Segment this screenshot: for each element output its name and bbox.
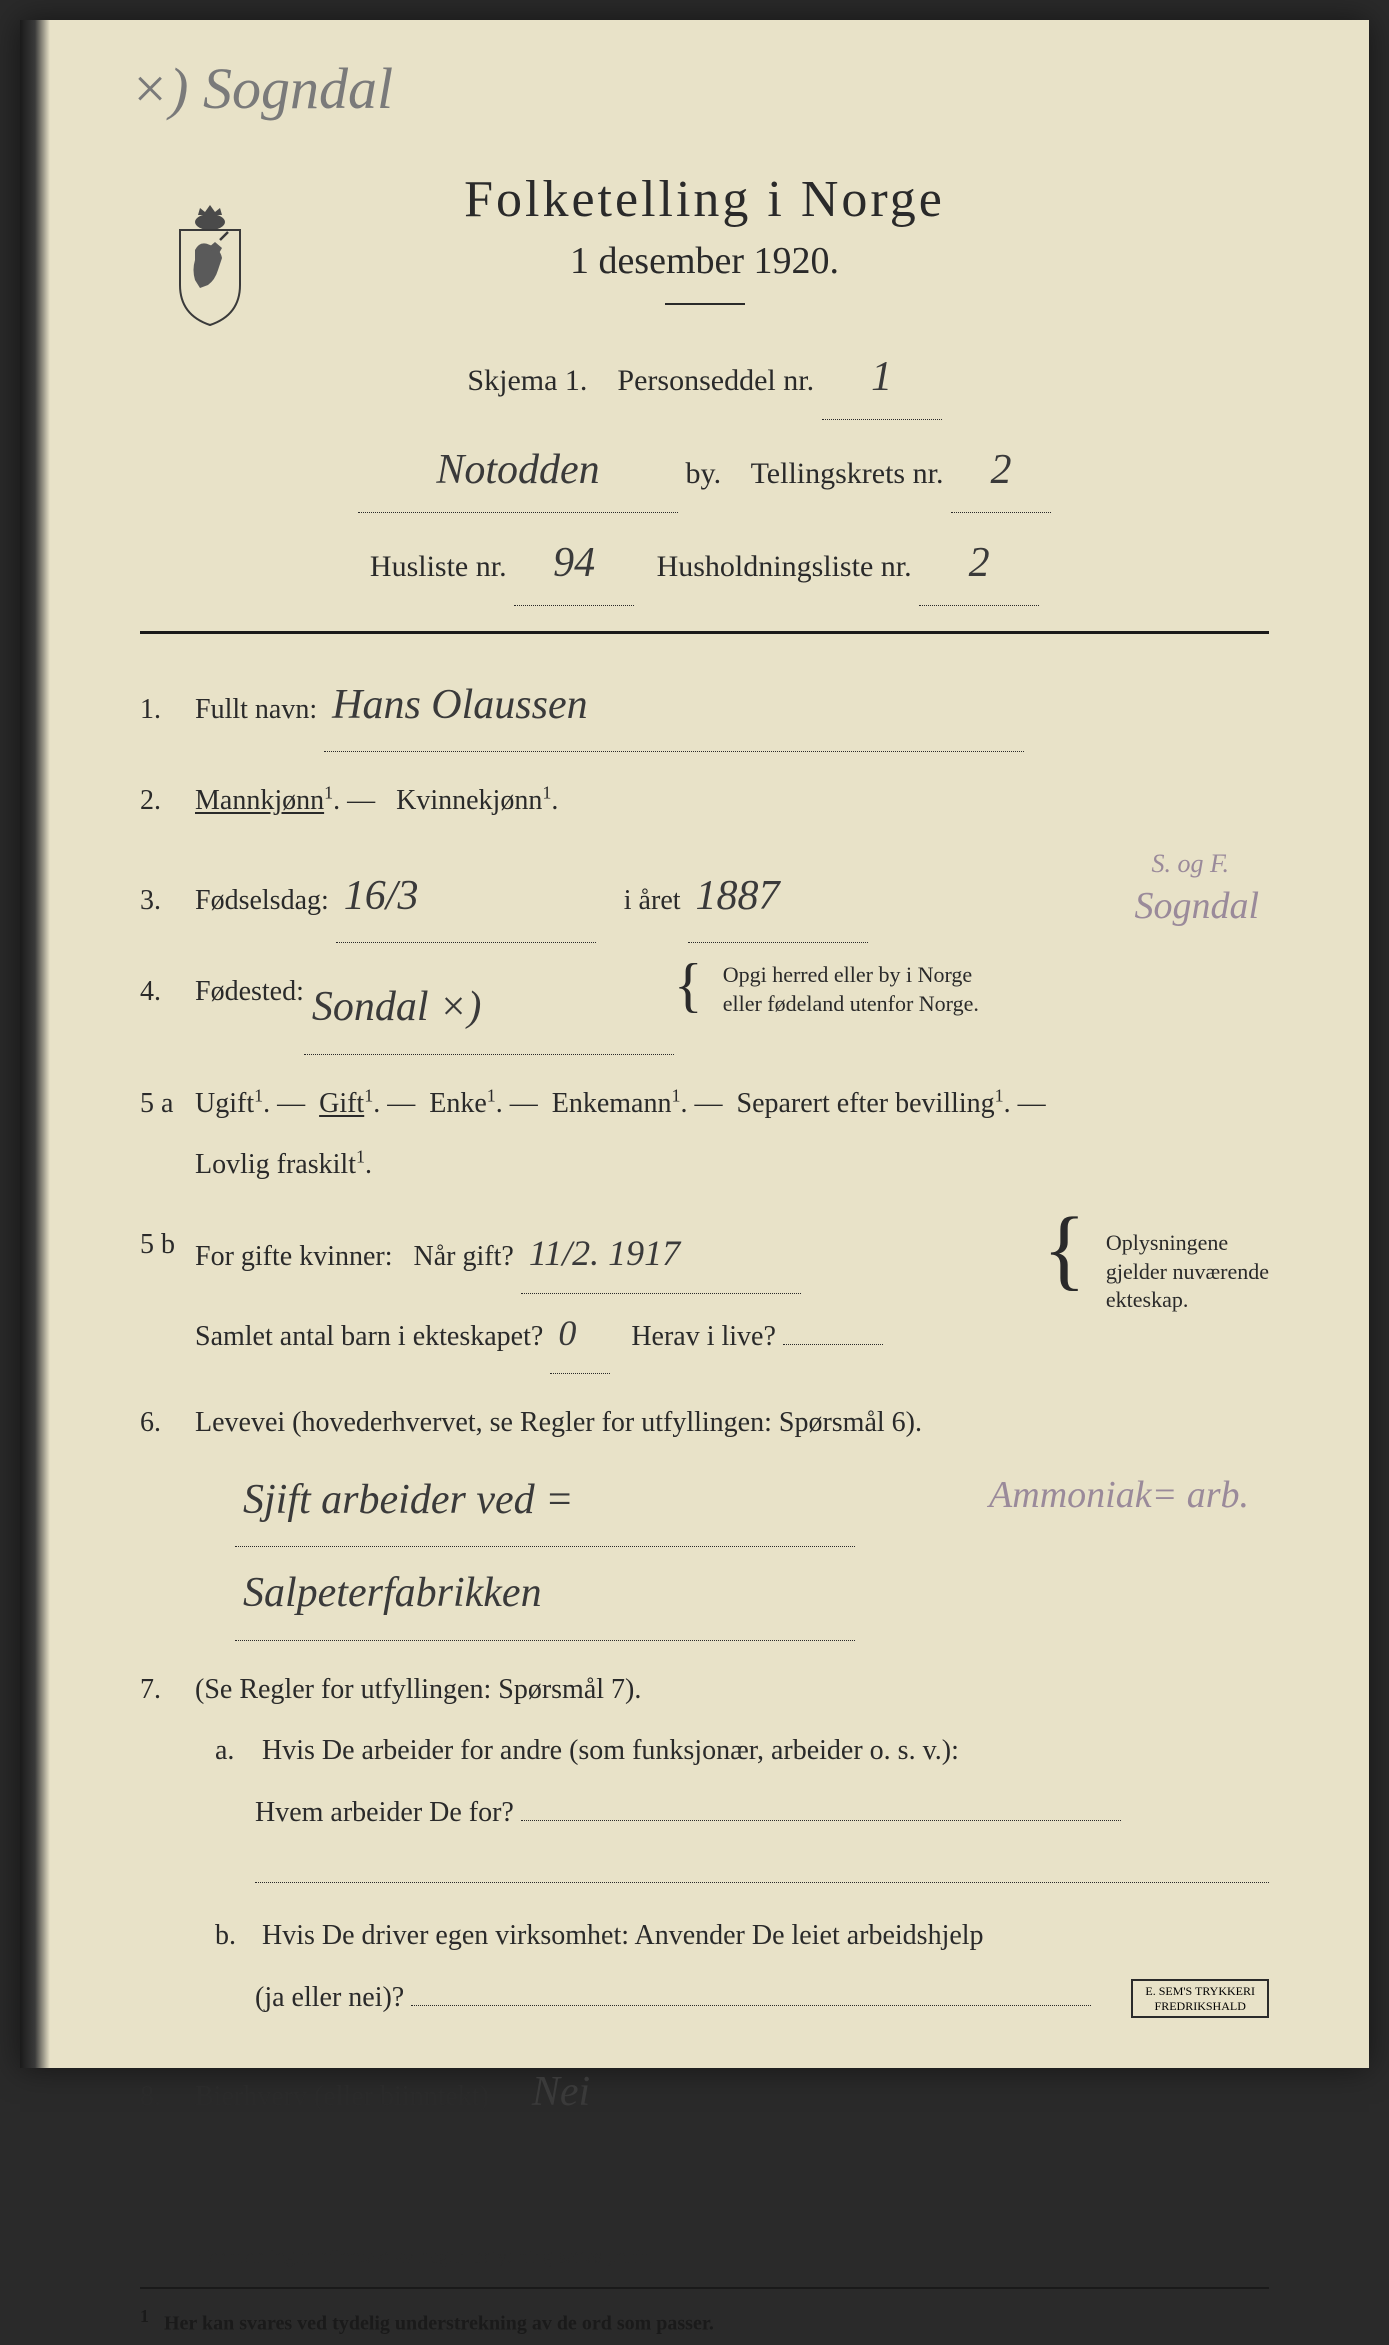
q4-label: Fødested: xyxy=(195,961,304,1023)
by-label: by. xyxy=(686,457,722,490)
document-header: Folketelling i Norge 1 desember 1920. xyxy=(140,170,1269,305)
q6-pencil-annotation: Ammoniak= arb. xyxy=(989,1454,1249,1538)
coat-of-arms-icon xyxy=(160,200,260,330)
q7b-number: b. xyxy=(215,1905,255,1967)
q5b-side-note: Oplysningene gjelder nuværende ekteskap. xyxy=(1106,1229,1269,1315)
q3-day: 16/3 xyxy=(344,873,419,919)
q4-number: 4. xyxy=(140,961,195,1023)
q5b-label2: Når gift? xyxy=(414,1241,514,1272)
q7b-line1: Hvis De driver egen virksomhet: Anvender… xyxy=(262,1920,984,1951)
q8-value: Nei xyxy=(532,2069,590,2115)
q5a-fraskilt: Lovlig fraskilt xyxy=(195,1149,356,1180)
q4-side-note: Opgi herred eller by i Norge eller fødel… xyxy=(723,961,979,1018)
question-5a: 5 a Ugift1. — Gift1. — Enke1. — Enkemann… xyxy=(140,1073,1269,1196)
q6-value-line2: Salpeterfabrikken xyxy=(243,1570,542,1616)
q7a-line1: Hvis De arbeider for andre (som funksjon… xyxy=(262,1735,959,1766)
question-1: 1. Fullt navn: Hans Olaussen xyxy=(140,659,1269,752)
form-metadata: Skjema 1. Personseddel nr. 1 Notodden by… xyxy=(140,335,1269,606)
q2-number: 2. xyxy=(140,770,195,832)
question-8: 8. Bierhverv (eller biinntekt) Nei xyxy=(140,2046,1269,2201)
husholdning-value: 2 xyxy=(969,540,990,586)
q7a-line2: Hvem arbeider De for? xyxy=(255,1797,514,1828)
q5a-ugift: Ugift xyxy=(195,1088,254,1119)
date-subtitle: 1 desember 1920. xyxy=(140,239,1269,283)
question-7: 7. (Se Regler for utfyllingen: Spørsmål … xyxy=(140,1659,1269,2029)
q5a-enke: Enke xyxy=(429,1088,487,1119)
binding-edge xyxy=(20,20,50,2068)
question-6: 6. Levevei (hovederhvervet, se Regler fo… xyxy=(140,1392,1269,1640)
q5b-label3: Samlet antal barn i ekteskapet? xyxy=(195,1321,543,1352)
q6-number: 6. xyxy=(140,1392,195,1454)
personseddel-label: Personseddel nr. xyxy=(617,364,814,397)
tellingskrets-label: Tellingskrets nr. xyxy=(751,457,944,490)
brace-icon: { xyxy=(674,961,703,1009)
q3-pencil-annotation: Sogndal xyxy=(1134,865,1259,949)
q2-kvinne: Kvinnekjønn xyxy=(396,785,542,816)
q7-number: 7. xyxy=(140,1659,195,1721)
main-divider xyxy=(140,631,1269,634)
footnote: 1 Her kan svares ved tydelig understrekn… xyxy=(140,2297,1269,2345)
q8-note: Har man ingen biinntekt av nogen betydni… xyxy=(195,2227,1269,2279)
q6-label: Levevei (hovederhvervet, se Regler for u… xyxy=(195,1407,922,1438)
husliste-label: Husliste nr. xyxy=(370,550,507,583)
footer-divider xyxy=(140,2287,1269,2289)
q5a-gift: Gift xyxy=(319,1088,364,1119)
q3-number: 3. xyxy=(140,870,195,932)
q5a-separert: Separert efter bevilling xyxy=(737,1088,995,1119)
q8-blank-line xyxy=(195,2140,1269,2179)
question-2: 2. Mannkjønn1. — Kvinnekjønn1. xyxy=(140,770,1269,832)
question-5b: 5 b For gifte kvinner: Når gift? 11/2. 1… xyxy=(140,1214,1269,1374)
q8-number: 8. xyxy=(140,2066,195,2128)
q4-value: Sondal ×) xyxy=(312,984,482,1030)
q5a-number: 5 a xyxy=(140,1073,195,1135)
top-handwritten-annotation: ×) Sogndal xyxy=(130,55,393,122)
q3-label: Fødselsdag: xyxy=(195,885,329,916)
q7a-number: a. xyxy=(215,1720,255,1782)
tellingskrets-value: 2 xyxy=(990,447,1011,493)
form-body: 1. Fullt navn: Hans Olaussen 2. Mannkjøn… xyxy=(140,659,1269,2345)
q7-label: (Se Regler for utfyllingen: Spørsmål 7). xyxy=(195,1674,641,1705)
q3-year-label: i året xyxy=(624,885,681,916)
q1-label: Fullt navn: xyxy=(195,694,317,725)
q3-year: 1887 xyxy=(696,873,780,919)
q5b-barn: 0 xyxy=(558,1313,576,1353)
q5b-label1: For gifte kvinner: xyxy=(195,1241,393,1272)
question-3: 3. Fødselsdag: 16/3 i året 1887 S. og F.… xyxy=(140,850,1269,943)
census-document: ×) Sogndal Folketelling i Norge 1 desemb… xyxy=(20,20,1369,2068)
brace-icon: { xyxy=(1043,1214,1086,1286)
q1-number: 1. xyxy=(140,679,195,741)
q7a-blank-line xyxy=(255,1843,1269,1882)
main-title: Folketelling i Norge xyxy=(140,170,1269,229)
header-divider xyxy=(665,303,745,305)
skjema-label: Skjema 1. xyxy=(467,364,587,397)
q8-label: Bierhverv (eller biinntekt) xyxy=(195,2081,489,2112)
q6-value-line1: Sjift arbeider ved = xyxy=(243,1477,573,1523)
q5a-enkemann: Enkemann xyxy=(552,1088,672,1119)
husliste-value: 94 xyxy=(553,540,595,586)
by-value: Notodden xyxy=(436,447,599,493)
printer-stamp: E. SEM'S TRYKKERI FREDRIKSHALD xyxy=(1131,1979,1269,2018)
q2-mann: Mannkjønn xyxy=(195,785,324,816)
question-4: 4. Fødested: Sondal ×) { Opgi herred ell… xyxy=(140,961,1269,1054)
q5b-number: 5 b xyxy=(140,1214,195,1276)
q7b-line2: (ja eller nei)? xyxy=(255,1982,404,2013)
husholdning-label: Husholdningsliste nr. xyxy=(657,550,912,583)
q5b-label4: Herav i live? xyxy=(631,1321,776,1352)
personseddel-value: 1 xyxy=(871,354,892,400)
q5b-gift-date: 11/2. 1917 xyxy=(529,1233,680,1273)
q1-value: Hans Olaussen xyxy=(332,682,588,728)
